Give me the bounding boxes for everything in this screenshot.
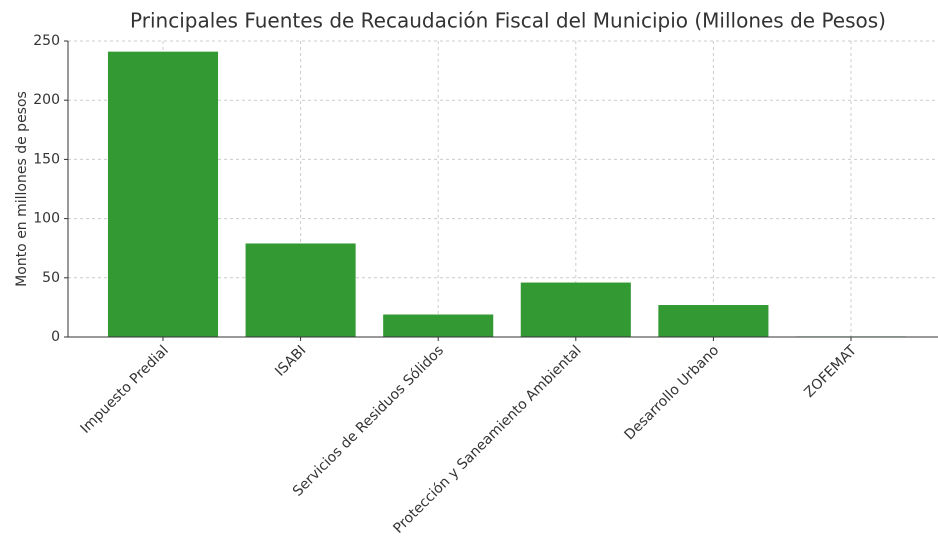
bar (520, 282, 631, 337)
y-axis-label: Monto en millones de pesos (14, 91, 30, 287)
y-tick-label: 150 (33, 151, 60, 167)
x-tick-label: ZOFEMAT (801, 342, 860, 401)
bar (658, 305, 769, 337)
y-tick-label: 200 (33, 92, 60, 108)
x-tick-label: Desarrollo Urbano (621, 343, 722, 444)
y-tick-label: 250 (33, 33, 60, 49)
y-tick-label: 50 (42, 270, 60, 286)
bar (245, 243, 356, 337)
x-tick-label: Impuesto Predial (77, 343, 171, 437)
y-tick-label: 0 (51, 329, 60, 345)
x-tick-label: ISABI (272, 343, 309, 380)
y-tick-label: 100 (33, 211, 60, 227)
bar (383, 314, 494, 337)
x-tick-label: Servicios de Residuos Sólidos (290, 343, 447, 500)
bar (107, 51, 219, 337)
chart-title: Principales Fuentes de Recaudación Fisca… (130, 9, 886, 33)
